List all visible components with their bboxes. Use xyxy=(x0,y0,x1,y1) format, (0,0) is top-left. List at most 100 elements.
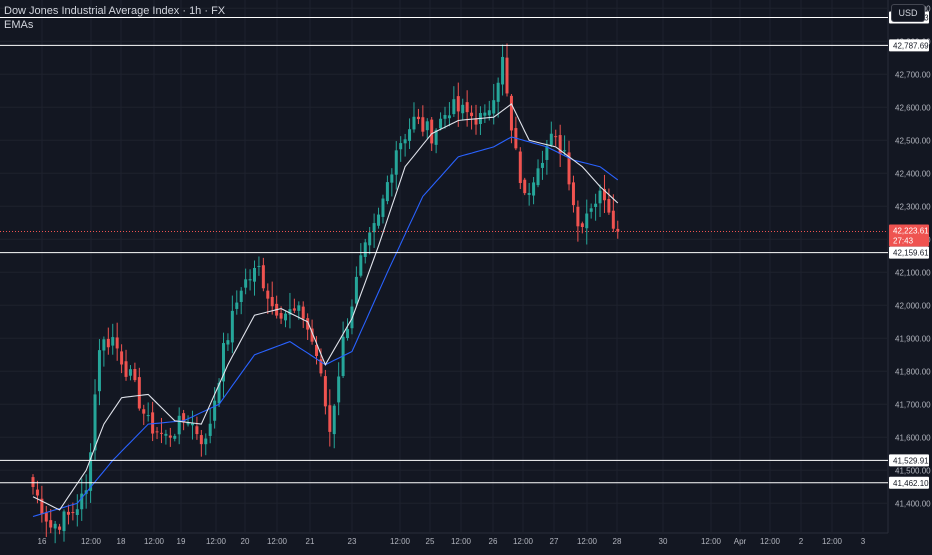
candle-body xyxy=(261,265,265,289)
symbol-title[interactable]: Dow Jones Industrial Average Index · 1h … xyxy=(4,5,226,17)
chart-legend: Dow Jones Industrial Average Index · 1h … xyxy=(4,4,225,32)
y-tick-label: 41,500.00 xyxy=(895,466,931,475)
candle-body xyxy=(306,318,310,330)
candle-body xyxy=(501,56,505,85)
currency-button[interactable]: USD xyxy=(891,4,925,22)
indicator-label[interactable]: EMAs xyxy=(4,19,34,31)
x-tick-label: 3 xyxy=(861,537,866,546)
candle-body xyxy=(439,118,443,129)
candle-body xyxy=(381,198,385,217)
candle-body xyxy=(580,223,584,228)
level-label-bg xyxy=(889,476,929,489)
candle-body xyxy=(204,438,208,445)
x-tick-label: 12:00 xyxy=(206,537,227,546)
x-tick-label: 12:00 xyxy=(144,537,165,546)
candle-body xyxy=(93,394,97,451)
candle-body xyxy=(509,95,513,131)
x-tick-label: 12:00 xyxy=(701,537,722,546)
candle-body xyxy=(270,296,274,307)
candle-body xyxy=(257,265,261,267)
candle-body xyxy=(416,116,420,120)
candle-body xyxy=(425,121,429,131)
candle-body xyxy=(66,511,70,515)
candle-body xyxy=(532,182,536,196)
candle-body xyxy=(496,82,500,102)
candle-body xyxy=(576,206,580,227)
candle-body xyxy=(58,526,62,530)
candle-body xyxy=(89,452,93,491)
candle-body xyxy=(151,412,155,434)
candle-body xyxy=(505,57,509,94)
candle-body xyxy=(456,96,460,112)
candle-body xyxy=(310,328,314,342)
candle-body xyxy=(377,214,381,226)
y-tick-label: 42,700.00 xyxy=(895,70,931,79)
last-price-label-bg xyxy=(889,224,929,247)
candle-body xyxy=(195,426,199,435)
candle-body xyxy=(49,520,53,528)
candle-body xyxy=(523,179,527,194)
x-tick-label: 12:00 xyxy=(267,537,288,546)
y-tick-label: 41,700.00 xyxy=(895,400,931,409)
candle-body xyxy=(368,232,372,246)
x-tick-label: 12:00 xyxy=(81,537,102,546)
y-tick-label: 42,400.00 xyxy=(895,169,931,178)
candle-body xyxy=(332,405,336,435)
candle-body xyxy=(487,110,491,116)
candle-body xyxy=(40,498,44,515)
candle-body xyxy=(80,493,84,510)
candle-body xyxy=(75,509,79,515)
candle-body xyxy=(408,129,412,141)
candle-body xyxy=(474,118,478,125)
x-tick-label: 30 xyxy=(659,537,668,546)
x-tick-label: 20 xyxy=(241,537,250,546)
candle-body xyxy=(443,115,447,119)
candle-body xyxy=(447,115,451,119)
candle-body xyxy=(199,435,203,445)
candle-body xyxy=(53,523,57,529)
candle-body xyxy=(120,351,124,365)
candle-body xyxy=(102,339,106,351)
candle-body xyxy=(545,146,549,160)
candle-body xyxy=(390,174,394,183)
candle-body xyxy=(128,369,132,376)
candle-body xyxy=(159,432,163,434)
candle-body xyxy=(106,338,110,348)
candle-body xyxy=(230,310,234,343)
candle-body xyxy=(253,267,256,282)
candle-body xyxy=(279,313,283,319)
candle-body xyxy=(146,415,150,417)
y-tick-label: 41,600.00 xyxy=(895,433,931,442)
x-tick-label: 12:00 xyxy=(577,537,598,546)
x-tick-label: 2 xyxy=(799,537,804,546)
candle-body xyxy=(115,337,119,349)
candle-body xyxy=(168,435,172,438)
level-label-bg xyxy=(889,454,929,467)
candle-body xyxy=(536,168,540,186)
candle-body xyxy=(452,99,456,115)
candle-body xyxy=(434,129,438,145)
candle-body xyxy=(142,409,146,414)
candle-body xyxy=(354,276,358,304)
level-label-bg xyxy=(889,246,929,259)
candle-body xyxy=(62,511,66,532)
candle-body xyxy=(602,188,606,201)
x-tick-label: 12:00 xyxy=(760,537,781,546)
candle-body xyxy=(323,376,327,407)
candle-body xyxy=(111,337,115,346)
y-tick-label: 41,900.00 xyxy=(895,334,931,343)
candle-body xyxy=(97,350,101,392)
countdown-label: 27:43 xyxy=(893,236,914,245)
x-tick-label: 26 xyxy=(489,537,498,546)
x-tick-label: 16 xyxy=(38,537,47,546)
candle-body xyxy=(470,112,474,117)
candle-body xyxy=(540,162,544,168)
candle-body xyxy=(549,133,553,146)
x-tick-label: 21 xyxy=(306,537,315,546)
last-price-label: 42,223.61 xyxy=(893,226,929,235)
level-label: 42,159.61 xyxy=(893,249,929,258)
level-label: 41,462.10 xyxy=(893,479,929,488)
candle-body xyxy=(483,112,487,116)
